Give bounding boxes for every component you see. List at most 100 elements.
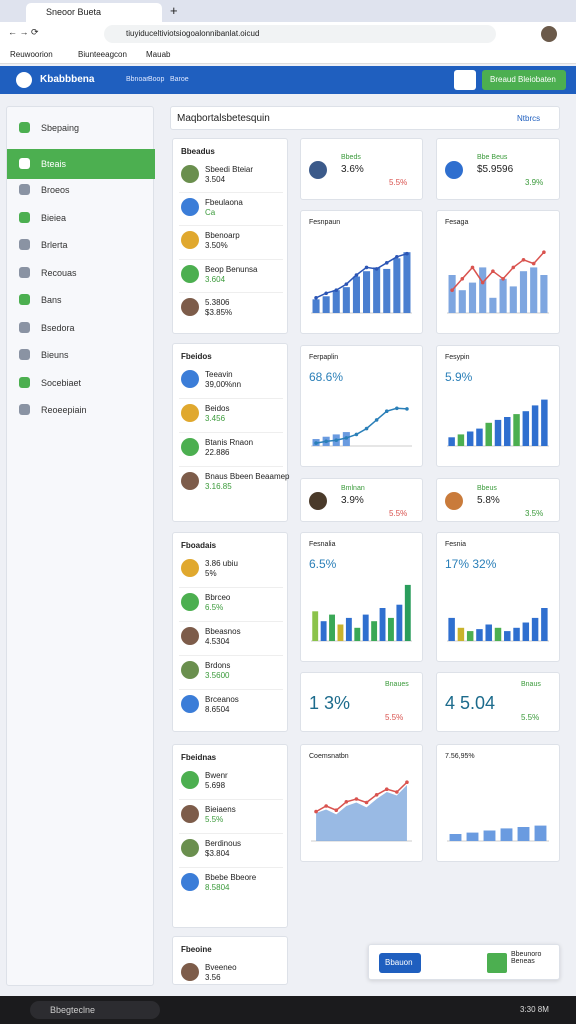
item-label: Bwenr bbox=[205, 771, 228, 780]
divider bbox=[179, 466, 283, 467]
avatar bbox=[181, 771, 199, 789]
chart bbox=[447, 825, 549, 842]
divider bbox=[179, 258, 283, 260]
point bbox=[334, 288, 339, 292]
item-label: Bbenoarp bbox=[205, 231, 240, 241]
bar bbox=[322, 296, 330, 313]
bar bbox=[458, 290, 466, 313]
sidebar-item[interactable]: Socebiaet bbox=[41, 377, 82, 388]
sidebar-item[interactable]: Bieiea bbox=[41, 212, 67, 223]
chart-title: Fesnalia bbox=[309, 541, 336, 548]
item-label: Bbrceo bbox=[205, 593, 231, 602]
bar bbox=[345, 617, 352, 641]
bookmark[interactable]: Mauab bbox=[146, 50, 171, 59]
bar bbox=[530, 267, 538, 313]
toolbar-button[interactable]: Bbauon bbox=[379, 953, 421, 973]
sidebar-item[interactable]: Bieuns bbox=[41, 350, 69, 360]
bar bbox=[513, 414, 520, 446]
bar bbox=[531, 405, 539, 446]
item-value: $3.804 bbox=[205, 849, 230, 858]
point bbox=[405, 780, 409, 784]
url-bar[interactable]: tiuyiduceltiviotsiogoalonnibanlat.oicud bbox=[104, 25, 496, 43]
sidebar-item[interactable]: Reoeepiain bbox=[41, 405, 87, 415]
bar bbox=[362, 614, 369, 641]
page-title: Maqbortalsbetesquin bbox=[177, 113, 270, 124]
toolbar: Bbauon Bbeunoro Beneas bbox=[368, 944, 560, 980]
chart-title: Fesnpaun bbox=[309, 219, 341, 226]
bookmark[interactable]: Reuwoorion bbox=[10, 50, 53, 59]
action-button[interactable]: Breaud Bleiobaten bbox=[482, 70, 566, 90]
tab-strip: Sneoor Bueta + bbox=[0, 0, 576, 22]
sidebar-item[interactable]: Bteais bbox=[41, 159, 67, 169]
tab[interactable]: Sneoor Bueta bbox=[26, 3, 162, 22]
item-value: 39,00%nn bbox=[205, 380, 242, 389]
item-label: Bbeasnos bbox=[205, 627, 241, 636]
item-label: Berdinous bbox=[205, 839, 242, 848]
chart-title: Coemsnatbn bbox=[309, 753, 349, 760]
item-value: 3.504 bbox=[205, 175, 226, 184]
stat-title: Bnaus bbox=[521, 681, 541, 688]
sidebar-item[interactable]: Recouas bbox=[41, 267, 77, 278]
chart-title: Ferpaplin bbox=[309, 354, 339, 361]
item-value: 5.698 bbox=[205, 781, 226, 790]
bar bbox=[479, 267, 487, 313]
new-tab[interactable]: + bbox=[170, 3, 178, 18]
filter[interactable]: Ntbrcs bbox=[517, 114, 541, 123]
stat-title: Bmlnan bbox=[341, 485, 365, 492]
bar bbox=[522, 622, 530, 641]
toolbar-icon[interactable] bbox=[487, 953, 507, 973]
bookmark[interactable]: Biunteeagcon bbox=[78, 50, 127, 59]
nav-link[interactable]: Boop bbox=[148, 76, 165, 83]
bar bbox=[519, 271, 528, 313]
chart-card: 7.56,95% bbox=[436, 744, 560, 862]
sidebar-item[interactable]: Sbepaing bbox=[41, 123, 80, 133]
bar bbox=[396, 604, 403, 641]
sidebar-item[interactable]: Brlerta bbox=[41, 240, 68, 250]
nav-link[interactable]: Bbnoar bbox=[126, 76, 149, 83]
point bbox=[324, 439, 328, 444]
avatar bbox=[445, 161, 463, 179]
bar bbox=[476, 428, 483, 446]
stat-title: Bbe Beus bbox=[477, 154, 508, 161]
bar bbox=[352, 276, 360, 313]
sidebar-item[interactable]: Bans bbox=[41, 295, 62, 305]
avatar bbox=[181, 593, 199, 611]
bar bbox=[337, 624, 344, 641]
search-button[interactable] bbox=[454, 70, 476, 90]
item-value: Ca bbox=[205, 208, 216, 218]
avatar bbox=[181, 695, 199, 713]
avatar bbox=[181, 559, 199, 577]
sidebar-item[interactable]: Bsedora bbox=[41, 322, 75, 333]
avatar bbox=[181, 264, 199, 283]
bar bbox=[448, 437, 455, 446]
nav-buttons[interactable]: ← → ⟳ bbox=[8, 27, 39, 37]
profile[interactable] bbox=[541, 26, 557, 42]
item-value: 3.5600 bbox=[205, 671, 230, 680]
point bbox=[395, 790, 399, 794]
chart bbox=[447, 608, 549, 642]
point bbox=[354, 432, 359, 437]
avatar bbox=[181, 472, 199, 490]
chart bbox=[447, 399, 549, 447]
logo bbox=[16, 72, 32, 88]
bar bbox=[403, 252, 411, 313]
chart-headline: 17% 32% bbox=[445, 557, 497, 571]
list-title: Fbeoine bbox=[181, 945, 212, 954]
bar bbox=[466, 431, 474, 446]
nav-link[interactable]: Baroe bbox=[170, 76, 189, 83]
item-label: 3.86 ubiu bbox=[205, 559, 238, 568]
stat-card: Bnaus 4 5.04 5.5% bbox=[436, 672, 560, 732]
chart bbox=[311, 251, 412, 314]
line bbox=[451, 251, 545, 291]
avatar bbox=[181, 198, 199, 217]
divider bbox=[179, 867, 283, 868]
sidebar-item[interactable]: Broeos bbox=[41, 185, 70, 195]
chart bbox=[311, 584, 412, 642]
sidebar-icon bbox=[19, 294, 30, 305]
taskbar-search[interactable]: Bbegteclne bbox=[30, 1001, 160, 1019]
item-value: 3.56 bbox=[205, 973, 221, 982]
point bbox=[480, 280, 485, 285]
sidebar-icon bbox=[19, 266, 30, 278]
bar bbox=[388, 617, 394, 641]
item-label: Teeavin bbox=[205, 370, 233, 379]
